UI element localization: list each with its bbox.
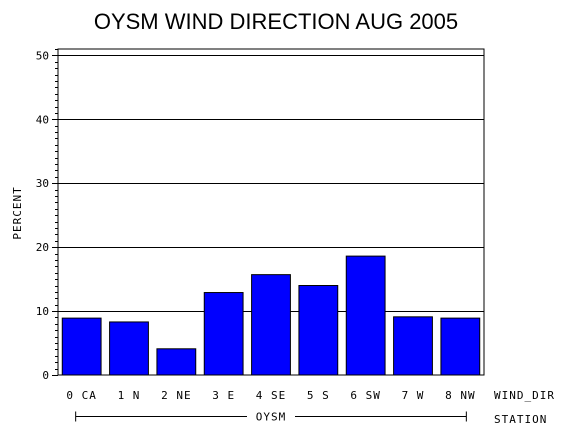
bar	[251, 274, 291, 376]
plot-frame	[57, 48, 485, 376]
x-tick-label: 2 NE	[161, 389, 192, 402]
y-axis-label: PERCENT	[11, 186, 24, 239]
x-tick-label: 0 CA	[66, 389, 97, 402]
y-tick-label: 30	[36, 177, 49, 190]
station-axis-label: STATION	[494, 413, 547, 426]
bar	[345, 255, 386, 376]
x-tick-label: 4 SE	[256, 389, 287, 402]
bar	[298, 285, 339, 376]
chart-title: OYSM WIND DIRECTION AUG 2005	[94, 9, 458, 34]
station-group-bracket: OYSM	[75, 411, 467, 424]
y-axis: 0 10 20 30 40 50	[36, 49, 58, 382]
y-tick-label: 50	[36, 49, 49, 62]
bars	[61, 255, 481, 376]
x-tick-label: 3 E	[212, 389, 235, 402]
y-tick-label: 40	[36, 113, 49, 126]
x-axis-label: WIND_DIR	[494, 389, 555, 402]
x-tick-label: 6 SW	[350, 389, 381, 402]
y-tick-label: 20	[36, 241, 49, 254]
bar	[61, 317, 102, 376]
x-tick-label: 7 W	[402, 389, 425, 402]
bar	[393, 316, 433, 376]
x-tick-label: 5 S	[307, 389, 330, 402]
y-tick-label: 10	[36, 305, 49, 318]
bar	[203, 292, 244, 376]
y-tick-label: 0	[42, 369, 49, 382]
gridlines	[58, 55, 484, 312]
x-axis-tick-labels: 0 CA 1 N 2 NE 3 E 4 SE 5 S 6 SW 7 W 8 NW	[66, 389, 476, 402]
bar	[109, 321, 149, 376]
bar	[156, 348, 197, 376]
bar	[440, 317, 481, 376]
x-tick-label: 8 NW	[445, 389, 476, 402]
x-tick-label: 1 N	[118, 389, 141, 402]
station-group-label: OYSM	[256, 411, 287, 424]
